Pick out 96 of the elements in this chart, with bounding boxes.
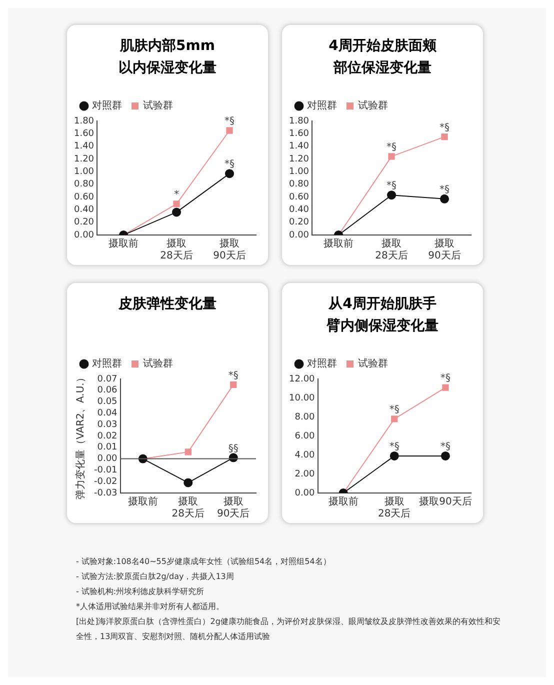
y-tick-label: 0.00	[97, 454, 118, 464]
x-tick-label: 摄取 28天后	[172, 496, 205, 520]
annotation: *§	[440, 122, 450, 134]
y-tick-label: 0.60	[288, 192, 310, 202]
y-tick-label: 1.00	[74, 167, 94, 178]
y-tick-label: 1.00	[288, 167, 310, 178]
x-tick-label: 摄取 90天后	[428, 238, 461, 262]
text: - 试验对象:108名40~55岁健康成年女性（试验组54名，对照组54名）	[76, 556, 332, 568]
point	[172, 208, 182, 217]
x-tick-label: 摄取 90天后	[213, 238, 246, 262]
x-tick-label: 摄取前	[324, 238, 354, 250]
point	[184, 478, 193, 488]
x-tick-label: 摄取 90天后	[217, 496, 250, 520]
y-tick-label: 0.40	[74, 205, 94, 216]
point	[173, 200, 180, 208]
y-tick-label: 0.03	[97, 420, 118, 430]
x-tick-label: 摄取 28天后	[378, 496, 411, 520]
y-tick-label: 0.40	[288, 205, 310, 216]
y-axis-title: 弹力变化量（VAR2、A.U.）	[74, 372, 87, 500]
y-tick-label: 0.80	[74, 180, 94, 190]
legend-label: 对照群	[92, 100, 122, 112]
y-tick-label: 1.80	[74, 116, 94, 126]
text: - 试验机构:州埃利德皮肤科学研究所	[76, 586, 206, 598]
point	[442, 384, 449, 391]
y-tick-label: 0.20	[288, 218, 310, 228]
y-tick-label: 1.40	[74, 142, 94, 152]
legend-label: 试验群	[143, 358, 173, 370]
y-tick-label: 0.60	[74, 192, 94, 202]
annotation: *§	[389, 442, 400, 453]
y-tick-label: 0.80	[288, 180, 310, 190]
text: - 试验方法:胶原蛋白肽2g/day，共摄入13周	[76, 571, 235, 583]
y-tick-label: 0.06	[97, 386, 118, 396]
y-tick-label: 0.01	[97, 442, 118, 453]
y-tick-label: -0.02	[94, 476, 118, 487]
x-tick-label: 摄取 28天后	[375, 238, 408, 262]
y-tick-label: 0.00	[288, 230, 310, 240]
annotation: *§	[228, 370, 238, 382]
x-tick-label: 摄取前	[328, 496, 358, 508]
y-tick-label: 0.20	[74, 218, 94, 228]
y-tick-label: -0.03	[94, 488, 118, 498]
annotation: *§	[440, 373, 450, 384]
point	[225, 169, 234, 178]
legend-label: 对照群	[307, 358, 337, 370]
y-tick-label: 1.60	[74, 129, 94, 140]
annotation: *§	[386, 142, 397, 154]
annotation: *§	[224, 116, 235, 128]
point	[390, 451, 399, 460]
chart-title: 从4周开始肌肤手臂内侧保湿变化量	[325, 295, 440, 336]
annotation: *§	[440, 184, 450, 196]
legend-label: 对照群	[92, 358, 122, 370]
y-tick-label: 1.20	[74, 154, 94, 164]
chart-title: 4周开始皮肤面颊部位保湿变化量	[328, 37, 438, 78]
y-tick-label: 0.07	[97, 374, 118, 384]
y-tick-label: 0.02	[97, 431, 118, 442]
y-tick-label: 6.00	[294, 431, 316, 442]
chart-title: 皮肤弹性变化量	[117, 294, 218, 314]
y-tick-label: 12.00	[289, 374, 316, 384]
y-tick-label: 10.00	[289, 393, 316, 404]
y-tick-label: 1.40	[288, 142, 310, 152]
point	[391, 416, 398, 422]
point	[440, 194, 450, 204]
point	[440, 451, 450, 460]
y-tick-label: 1.60	[288, 129, 310, 140]
point	[441, 134, 448, 140]
y-tick-label: 4.00	[294, 450, 316, 460]
point	[230, 381, 237, 388]
point	[226, 127, 233, 134]
annotation: §§	[228, 443, 238, 454]
x-tick-label: 摄取90天后	[419, 496, 472, 508]
y-tick-label: 0.05	[97, 397, 118, 408]
y-tick-label: 1.80	[288, 116, 310, 126]
y-tick-label: 2.00	[294, 469, 316, 480]
annotation: *§	[440, 442, 450, 453]
annotation: *	[174, 190, 180, 201]
y-tick-label: -0.01	[94, 466, 118, 476]
point	[388, 153, 395, 160]
point	[184, 448, 192, 456]
y-tick-label: 1.20	[288, 154, 310, 164]
x-tick-label: 摄取 28天后	[160, 238, 193, 262]
x-tick-label: 摄取前	[128, 496, 158, 508]
legend-label: 试验群	[143, 100, 173, 112]
annotation: *§	[389, 404, 400, 416]
x-tick-label: 摄取前	[108, 238, 139, 250]
y-tick-label: 0.00	[74, 230, 94, 240]
annotation: *§	[386, 180, 397, 192]
legend-label: 试验群	[358, 358, 388, 370]
legend-label: 对照群	[307, 100, 337, 112]
y-tick-label: 0.00	[294, 488, 316, 498]
point	[387, 190, 396, 200]
legend-label: 试验群	[358, 100, 388, 112]
y-tick-label: 8.00	[294, 412, 316, 422]
annotation: *§	[224, 159, 235, 170]
text: [出处]海洋胶原蛋白肽（含弹性蛋白）2g健康功能食品，为评价对皮肤保湿、眼周皱纹及皮肤弹性改善效果的有效性和安全性，13周双盲、安慰剂对照、随机分配人体适用试验	[76, 616, 502, 643]
chart-title: 肌肤内部5mm以内保湿变化量	[118, 36, 218, 78]
y-tick-label: 0.04	[97, 408, 118, 419]
text: *人体适用试验结果并非对所有人都适用。	[76, 601, 225, 613]
